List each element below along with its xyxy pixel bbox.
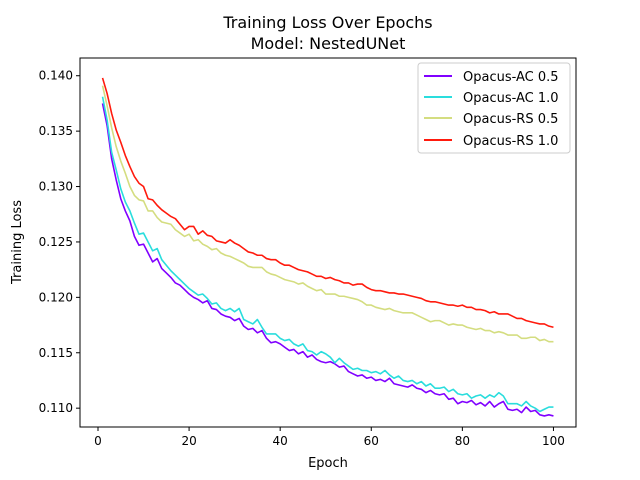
chart-subtitle: Model: NestedUNet xyxy=(251,34,406,53)
legend: Opacus-AC 0.5 Opacus-AC 1.0 Opacus-RS 0.… xyxy=(417,62,571,154)
x-axis-ticks: 0 20 40 60 80 100 xyxy=(94,427,565,448)
y-tick-label: 0.135 xyxy=(39,124,73,138)
series-line-opacus-ac-1-0 xyxy=(101,96,554,413)
y-tick-label: 0.110 xyxy=(39,401,73,415)
y-tick-label: 0.125 xyxy=(39,235,73,249)
plot-frame xyxy=(79,57,577,428)
plot-area: 0 20 40 60 80 100 0.1100.1150.1200.1250.1300.… xyxy=(39,57,577,448)
x-axis-label: Epoch xyxy=(308,456,348,471)
y-tick-label: 0.115 xyxy=(39,346,73,360)
x-tick-label: 40 xyxy=(273,434,288,448)
y-axis-label: Training Loss xyxy=(10,200,25,285)
legend-label-opacus-ac-05: Opacus-AC 0.5 xyxy=(463,70,559,85)
x-tick-label: 20 xyxy=(181,434,196,448)
series-line-opacus-ac-0-5 xyxy=(101,103,554,417)
x-tick-label: 100 xyxy=(542,434,565,448)
chart-title: Training Loss Over Epochs xyxy=(222,13,432,32)
y-tick-label: 0.140 xyxy=(39,69,73,83)
x-tick-label: 80 xyxy=(455,434,470,448)
legend-label-opacus-rs-05: Opacus-RS 0.5 xyxy=(463,112,558,127)
legend-label-opacus-ac-10: Opacus-AC 1.0 xyxy=(463,91,559,106)
series-line-opacus-rs-0-5 xyxy=(101,85,554,343)
x-tick-label: 60 xyxy=(364,434,379,448)
legend-frame xyxy=(417,62,571,154)
y-axis-ticks: 0.110 0.115 0.120 0.125 0.130 0.135 0.140 xyxy=(39,69,80,415)
legend-label-opacus-rs-10: Opacus-RS 1.0 xyxy=(463,134,558,149)
y-tick-label: 0.120 xyxy=(39,290,73,304)
y-tick-label: 0.130 xyxy=(39,180,73,194)
series-layer xyxy=(101,77,554,417)
x-tick-label: 0 xyxy=(94,434,102,448)
series-line-opacus-rs-1-0 xyxy=(101,77,554,329)
